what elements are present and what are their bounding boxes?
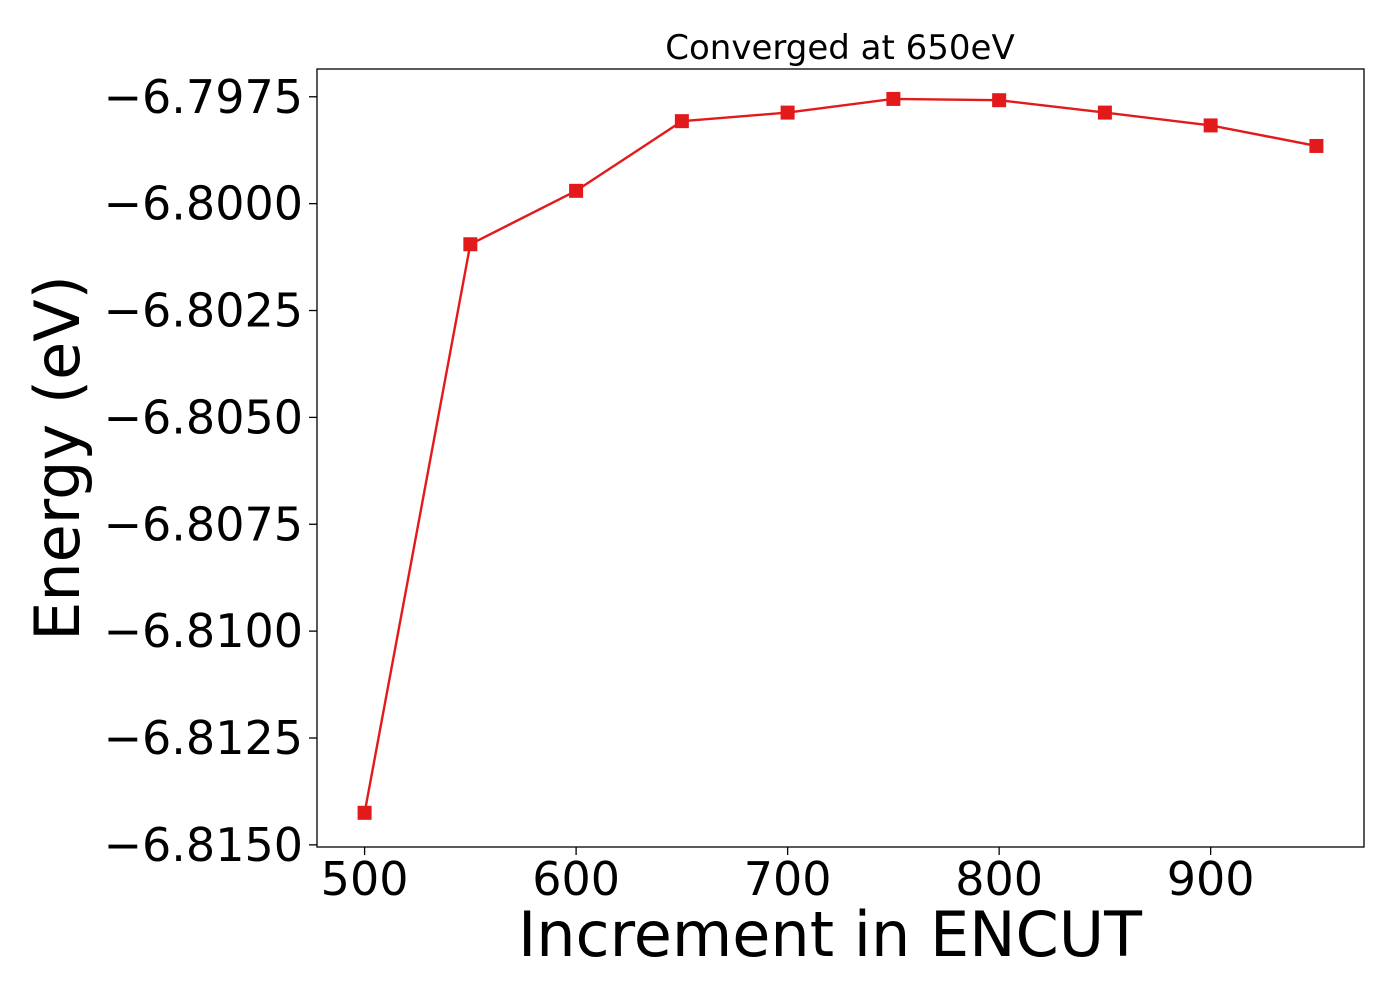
chart-title: Converged at 650eV: [665, 28, 1014, 68]
data-point-marker: [992, 93, 1007, 108]
x-tick-label: 800: [955, 852, 1043, 906]
data-point-marker: [463, 237, 478, 252]
x-axis-label: Increment in ENCUT: [518, 898, 1143, 971]
x-tick-label: 700: [744, 852, 832, 906]
y-tick-label: −6.8050: [104, 390, 304, 444]
data-point-marker: [1309, 138, 1324, 153]
x-tick-label: 900: [1167, 852, 1255, 906]
data-point-marker: [674, 114, 689, 129]
data-point-marker: [886, 91, 901, 106]
series-layer: [357, 91, 1324, 820]
data-point-marker: [569, 183, 584, 198]
y-tick-label: −6.8100: [104, 604, 304, 658]
y-axis: −6.7975 −6.8000 −6.8025 −6.8050 −6.8075 −6.81…: [104, 70, 317, 872]
data-point-marker: [780, 105, 795, 120]
plot-area-frame: [316, 68, 1365, 848]
y-axis-label: Energy (eV): [21, 275, 94, 641]
data-point-marker: [1203, 118, 1218, 133]
x-tick-label: 500: [321, 852, 409, 906]
x-axis: 500 600 700 800 900: [321, 847, 1255, 906]
data-point-marker: [1097, 105, 1112, 120]
x-tick-label: 600: [532, 852, 620, 906]
data-point-marker: [357, 805, 372, 820]
y-tick-label: −6.8000: [104, 177, 304, 231]
y-tick-label: −6.7975: [104, 70, 304, 124]
y-tick-label: −6.8150: [104, 818, 304, 872]
series-line: [363, 97, 1317, 814]
y-tick-label: −6.8125: [104, 711, 304, 765]
y-tick-label: −6.8025: [104, 284, 304, 338]
y-tick-label: −6.8075: [104, 497, 304, 551]
